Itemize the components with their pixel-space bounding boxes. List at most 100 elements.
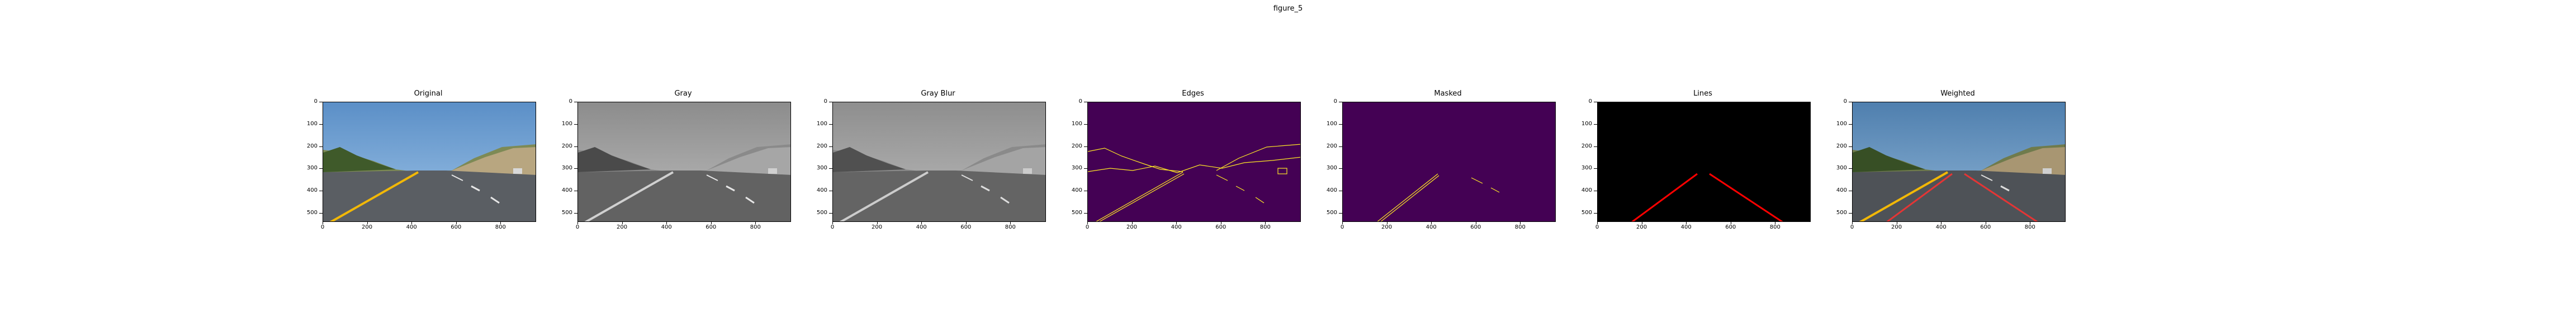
- y-tick-mark: [1339, 213, 1342, 214]
- x-tick-mark: [755, 222, 756, 224]
- y-tick-mark: [1849, 146, 1852, 147]
- y-tick-label: 200: [816, 143, 827, 149]
- panel-weighted: Weighted 0 100 200 300 400 500 0 200 400 600 800: [1835, 89, 2081, 235]
- y-tick-label: 500: [816, 210, 827, 216]
- y-tick-mark: [574, 124, 577, 125]
- y-tick-label: 0: [1843, 98, 1847, 105]
- panel-edges: Edges 0 100 200 300 400 500 0 200 400 600 800: [1070, 89, 1316, 235]
- panel-title-masked: Masked: [1434, 89, 1462, 98]
- y-tick-label: 100: [561, 120, 572, 127]
- x-tick-mark: [1386, 222, 1388, 224]
- x-tick-label: 800: [1514, 224, 1526, 230]
- x-tick-label: 600: [451, 224, 462, 230]
- x-tick-label: 800: [1005, 224, 1016, 230]
- x-tick-label: 400: [661, 224, 672, 230]
- x-tick-mark: [1087, 222, 1088, 224]
- x-tick-mark: [456, 222, 457, 224]
- y-tick-mark: [1339, 124, 1342, 125]
- x-tick-label: 600: [705, 224, 717, 230]
- y-tick-mark: [1594, 146, 1597, 147]
- y-tick-label: 0: [823, 98, 827, 105]
- x-tick-label: 0: [1085, 224, 1090, 230]
- x-tick-label: 0: [575, 224, 580, 230]
- y-tick-label: 0: [314, 98, 318, 105]
- image-original: [323, 102, 536, 222]
- y-tick-label: 300: [816, 165, 827, 172]
- x-tick-mark: [666, 222, 667, 224]
- x-tick-label: 200: [617, 224, 628, 230]
- x-tick-mark: [1010, 222, 1011, 224]
- y-tick-label: 400: [1071, 187, 1082, 194]
- y-tick-mark: [574, 168, 577, 169]
- y-tick-label: 200: [1581, 143, 1592, 149]
- x-tick-mark: [1342, 222, 1343, 224]
- x-tick-mark: [1431, 222, 1432, 224]
- x-tick-label: 400: [406, 224, 417, 230]
- y-tick-label: 500: [561, 210, 572, 216]
- x-tick-label: 800: [2024, 224, 2035, 230]
- panel-original: Original 0 100 200 300 400 500 0 200 400 600 800: [305, 89, 551, 235]
- x-tick-label: 0: [320, 224, 325, 230]
- x-tick-mark: [965, 222, 967, 224]
- y-tick-mark: [1339, 146, 1342, 147]
- panel-title-edges: Edges: [1182, 89, 1204, 98]
- y-tick-label: 400: [306, 187, 318, 194]
- y-tick-label: 200: [1071, 143, 1082, 149]
- y-tick-mark: [574, 213, 577, 214]
- x-tick-label: 600: [1725, 224, 1736, 230]
- panel-title-lines: Lines: [1693, 89, 1712, 98]
- y-tick-label: 200: [1836, 143, 1847, 149]
- image-lines: [1597, 102, 1811, 222]
- x-tick-mark: [1176, 222, 1177, 224]
- x-tick-label: 200: [1891, 224, 1902, 230]
- x-tick-label: 0: [1595, 224, 1599, 230]
- x-tick-mark: [367, 222, 368, 224]
- y-tick-label: 0: [1333, 98, 1337, 105]
- x-tick-mark: [1686, 222, 1687, 224]
- y-tick-label: 200: [1326, 143, 1337, 149]
- y-tick-label: 400: [1326, 187, 1337, 194]
- x-tick-label: 200: [1381, 224, 1393, 230]
- x-tick-mark: [1265, 222, 1266, 224]
- y-tick-label: 500: [1581, 210, 1592, 216]
- y-tick-mark: [1084, 124, 1087, 125]
- x-tick-label: 400: [1935, 224, 1947, 230]
- x-tick-mark: [411, 222, 413, 224]
- y-tick-mark: [1084, 168, 1087, 169]
- y-tick-mark: [1084, 213, 1087, 214]
- y-tick-label: 300: [1071, 165, 1082, 172]
- y-tick-mark: [1594, 124, 1597, 125]
- image-masked: [1342, 102, 1556, 222]
- y-tick-mark: [829, 124, 832, 125]
- y-tick-label: 200: [306, 143, 318, 149]
- y-tick-mark: [829, 213, 832, 214]
- y-tick-label: 0: [569, 98, 572, 105]
- x-tick-label: 200: [872, 224, 883, 230]
- x-tick-mark: [711, 222, 712, 224]
- x-tick-mark: [921, 222, 922, 224]
- y-tick-mark: [319, 124, 323, 125]
- panel-gray-blur: Gray Blur 0 100 200 300 400 500 0 200 400 600 800: [815, 89, 1061, 235]
- x-tick-label: 200: [1126, 224, 1138, 230]
- y-tick-label: 500: [1326, 210, 1337, 216]
- y-tick-label: 500: [1071, 210, 1082, 216]
- y-tick-label: 400: [1836, 187, 1847, 194]
- panel-gray: Gray 0 100 200 300 400 500 0 200 400 600 800: [560, 89, 806, 235]
- panel-title-gray: Gray: [674, 89, 692, 98]
- x-tick-label: 800: [750, 224, 761, 230]
- y-tick-label: 300: [1581, 165, 1592, 172]
- image-gray: [577, 102, 791, 222]
- y-tick-mark: [1849, 124, 1852, 125]
- y-tick-label: 100: [1581, 120, 1592, 127]
- x-tick-label: 600: [1215, 224, 1227, 230]
- x-tick-label: 400: [916, 224, 927, 230]
- x-tick-mark: [1597, 222, 1598, 224]
- x-tick-mark: [1131, 222, 1133, 224]
- x-tick-mark: [877, 222, 878, 224]
- y-tick-mark: [319, 168, 323, 169]
- image-weighted: [1852, 102, 2066, 222]
- y-tick-label: 100: [1326, 120, 1337, 127]
- y-tick-label: 300: [306, 165, 318, 172]
- x-tick-label: 600: [1980, 224, 1991, 230]
- y-tick-label: 300: [1326, 165, 1337, 172]
